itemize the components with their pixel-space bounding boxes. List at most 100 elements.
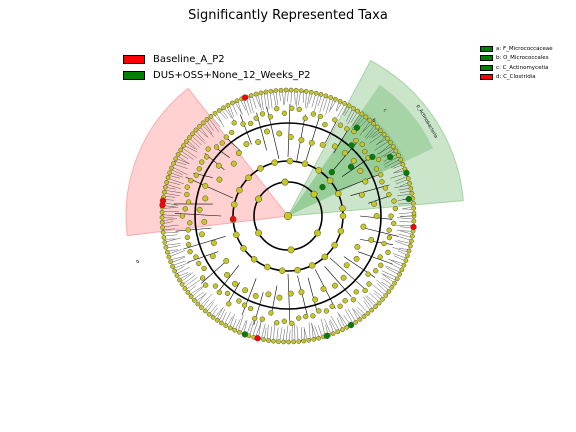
leaf-edge xyxy=(376,279,390,291)
leaf-node xyxy=(411,218,417,224)
node-level-3 xyxy=(354,243,361,250)
node-enriched-baseline xyxy=(159,197,167,204)
node-level-4 xyxy=(317,113,324,120)
leaf-node xyxy=(337,98,343,104)
node-enriched-dus xyxy=(369,153,376,161)
leaf-node xyxy=(266,338,271,343)
leaf-edge xyxy=(338,313,349,327)
leaf-edge xyxy=(162,228,175,231)
leaf-node xyxy=(342,101,347,106)
leaf-node xyxy=(208,113,214,119)
leaf-node xyxy=(167,170,173,176)
leaf-edge xyxy=(170,257,185,263)
node-level-2 xyxy=(339,212,347,220)
leaf-edge xyxy=(392,247,409,253)
node-level-3 xyxy=(341,149,348,156)
leaf-node xyxy=(306,337,312,343)
leaf-edge xyxy=(400,230,413,235)
branch-edge xyxy=(201,259,229,284)
node-enriched-dus xyxy=(319,183,326,191)
leaf-node xyxy=(373,304,378,309)
leaf-edge xyxy=(182,274,196,285)
leaf-node xyxy=(400,161,406,167)
branch-edge xyxy=(350,184,390,196)
leaf-edge xyxy=(311,323,317,339)
leaf-edge xyxy=(183,277,198,288)
branch-edge xyxy=(183,235,226,250)
node-level-3 xyxy=(216,176,223,183)
leaf-edge xyxy=(345,107,354,122)
leaf-node xyxy=(346,103,352,109)
ring-level-3 xyxy=(194,122,382,310)
leaf-edge xyxy=(191,135,202,146)
leaf-edge xyxy=(197,128,208,138)
leaf-edge xyxy=(352,112,361,126)
leaf-node xyxy=(328,95,334,100)
clade-swatch-d xyxy=(480,74,493,81)
leaf-node xyxy=(210,314,216,320)
leaf-node xyxy=(212,110,218,116)
leaf-node xyxy=(288,87,294,93)
leaf-edge xyxy=(314,93,320,112)
branch-edge xyxy=(324,119,338,144)
node-enriched-baseline xyxy=(254,335,261,342)
leaf-node xyxy=(193,127,199,133)
leaf-edge xyxy=(272,90,277,107)
leaf-edge xyxy=(261,323,266,340)
node-level-4 xyxy=(323,308,330,314)
node-level-1 xyxy=(310,190,318,198)
leaf-edge xyxy=(215,112,225,128)
clade-legend-item-d: d: C_Clostridia xyxy=(480,73,553,83)
leaf-edge xyxy=(399,221,414,223)
sector-label-green-mid: c xyxy=(382,108,388,113)
leaf-node xyxy=(311,336,317,342)
node-level-4 xyxy=(259,111,266,117)
node-level-3 xyxy=(360,223,367,230)
node-level-4 xyxy=(184,191,190,198)
leaf-edge xyxy=(270,326,272,341)
leaf-edge xyxy=(329,319,338,333)
leaf-node xyxy=(365,311,371,316)
node-level-4 xyxy=(236,298,242,304)
leaf-node xyxy=(188,294,194,299)
sector-actinobacteria xyxy=(287,59,464,217)
leaf-node xyxy=(409,190,415,196)
leaf-edge xyxy=(172,260,186,266)
leaf-edge xyxy=(248,96,254,114)
leaf-node xyxy=(313,90,319,96)
leaf-node xyxy=(163,244,169,250)
legend-item-dus: DUS+OSS+None_12_Weeks_P2 xyxy=(123,67,311,83)
node-level-4 xyxy=(281,318,287,324)
node-level-3 xyxy=(224,271,231,278)
sector-label-red-outer: d xyxy=(135,259,142,264)
node-level-4 xyxy=(259,316,265,322)
leaf-node xyxy=(408,185,414,191)
leaf-node xyxy=(177,277,182,283)
node-level-4 xyxy=(362,148,368,155)
node-level-4 xyxy=(223,134,230,140)
branch-edge xyxy=(324,266,352,297)
leaf-node xyxy=(225,102,231,108)
leaf-node xyxy=(407,181,413,186)
leaf-edge xyxy=(342,104,348,115)
node-level-4 xyxy=(373,268,379,274)
node-level-4 xyxy=(373,166,380,172)
clade-label-b: b: O_Micrococcales xyxy=(496,55,549,62)
node-level-3 xyxy=(357,167,364,174)
leaf-edge xyxy=(249,318,255,337)
node-level-3 xyxy=(232,280,238,287)
node-level-4 xyxy=(185,227,191,233)
node-enriched-dus xyxy=(353,124,361,131)
cladogram-nodes xyxy=(159,87,417,345)
leaf-node xyxy=(359,111,365,117)
node-level-3 xyxy=(312,296,319,303)
node-level-4 xyxy=(185,241,192,248)
leaf-node xyxy=(308,89,314,95)
leaf-node xyxy=(333,96,338,102)
node-level-3 xyxy=(230,160,237,167)
leaf-node xyxy=(283,87,289,93)
leaf-edge xyxy=(161,214,180,217)
node-level-3 xyxy=(358,191,365,198)
leaf-edge xyxy=(189,286,203,295)
